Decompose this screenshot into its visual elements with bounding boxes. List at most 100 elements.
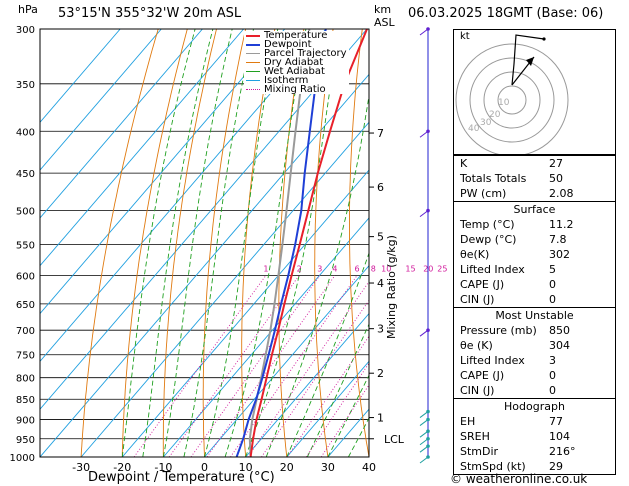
- most-unstable-title: Most Unstable: [495, 309, 574, 322]
- hodograph-end-point: [542, 37, 546, 41]
- wet-adiabat-line: [121, 29, 196, 457]
- copyright: © weatheronline.co.uk: [450, 472, 588, 486]
- wet-adiabat-line: [245, 29, 340, 457]
- km-tick-label: 1: [377, 412, 384, 425]
- mixing-ratio-line: [261, 299, 369, 457]
- pressure-tick-label: 950: [16, 435, 35, 446]
- unstable-row: θe (K) 304: [460, 339, 570, 352]
- index-row-pw: PW (cm) 2.08: [460, 187, 574, 200]
- x-axis-label: Dewpoint / Temperature (°C): [88, 470, 275, 485]
- mixing-ratio-label: 10: [381, 264, 391, 273]
- wet-adiabat-line: [204, 29, 279, 457]
- wind-barb: [419, 411, 429, 418]
- km-tick-label: 3: [377, 323, 384, 336]
- pressure-tick-label: 550: [16, 240, 35, 251]
- temperature-tick-label: -30: [72, 461, 90, 474]
- mixing-ratio-label: 6: [355, 264, 360, 273]
- mixing-ratio-label: 2: [297, 264, 302, 273]
- isotherm-line: [40, 29, 203, 219]
- wind-barb: [419, 430, 429, 438]
- mixing-ratio-line: [320, 384, 369, 457]
- wind-barb: [419, 130, 429, 138]
- hodograph-panel: kt 10 20 30 40: [453, 29, 616, 155]
- storm-motion-arrowhead: [526, 57, 534, 66]
- pressure-tick-label: 350: [16, 80, 35, 91]
- wind-barb: [419, 210, 429, 217]
- isotherm-line: [80, 121, 369, 457]
- isotherm-line: [40, 29, 368, 410]
- mixing-ratio-label: 4: [332, 264, 337, 273]
- dry-adiabat-line: [121, 29, 188, 457]
- legend-item: Dewpoint: [246, 40, 347, 50]
- dry-adiabat-line: [80, 29, 159, 457]
- hodo-ring-label: 10: [498, 98, 510, 108]
- surface-row: CIN (J) 0: [460, 293, 556, 306]
- dry-adiabat-line: [416, 29, 452, 457]
- legend-label: Parcel Trajectory: [264, 48, 347, 59]
- pressure-tick-label: 300: [16, 25, 35, 36]
- km-tick-label: 2: [377, 367, 384, 380]
- mixing-ratio-line: [247, 280, 369, 457]
- surface-section: Surface Temp (°C) 11.2 Dewp (°C) 7.8 θe(K)…: [454, 201, 615, 307]
- hodograph-plot: 10 20 30 40: [455, 34, 569, 154]
- legend-label: Wet Adiabat: [264, 66, 325, 77]
- surface-row: CAPE (J) 0: [460, 278, 556, 291]
- mixing-ratio-label: 15: [405, 264, 415, 273]
- mixing-ratio-line: [133, 275, 267, 457]
- pressure-tick-label: 900: [16, 416, 35, 427]
- temperature-tick-label: 40: [362, 461, 376, 474]
- wind-barb: [419, 419, 429, 426]
- hodo-ring-40: [455, 43, 569, 154]
- legend-swatch: [246, 53, 260, 54]
- hodo-row: EH 77: [460, 415, 563, 428]
- dewpoint-line: [235, 29, 327, 457]
- legend-label: Temperature: [264, 30, 328, 41]
- dry-adiabat-line: [278, 29, 305, 457]
- surface-title: Surface: [513, 203, 556, 216]
- wind-barb: [419, 445, 429, 453]
- legend-swatch: [246, 62, 260, 63]
- temperature-tick-label: 20: [280, 461, 294, 474]
- temperature-tick-label: 30: [321, 461, 335, 474]
- mixing-ratio-label: 25: [437, 264, 447, 273]
- pressure-tick-label: 450: [16, 169, 35, 180]
- location-title: 53°15'N 355°32'W 20m ASL: [58, 6, 242, 21]
- wind-barb: [419, 329, 429, 337]
- wet-adiabat-line: [265, 92, 369, 457]
- temperature-tick-label: 10: [239, 461, 253, 474]
- mixing-ratio-line: [230, 275, 358, 457]
- isotherm-line: [40, 29, 244, 267]
- pressure-tick-label: 800: [16, 374, 35, 385]
- km-tick-label: LCL: [384, 433, 405, 446]
- hodo-row: SREH 104: [460, 430, 570, 443]
- mixing-ratio-line: [206, 275, 336, 457]
- dry-adiabat-line: [202, 29, 247, 457]
- asl-label: ASL: [374, 16, 395, 29]
- indices-table: K 27 Totals Totals 50 PW (cm) 2.08 Surface …: [453, 155, 616, 475]
- dry-adiabat-line: [625, 29, 629, 457]
- isotherm-line: [40, 29, 162, 171]
- legend-item: Isotherm: [246, 76, 347, 86]
- pressure-tick-label: 650: [16, 300, 35, 311]
- legend-item: Wet Adiabat: [246, 66, 347, 77]
- dry-adiabat-line: [241, 29, 276, 457]
- hodo-ring-10: [497, 85, 527, 115]
- most-unstable-section: Most Unstable Pressure (mb) 850 θe (K) 304…: [454, 307, 615, 398]
- unstable-row: CIN (J) 0: [460, 384, 556, 397]
- hodo-ring-label: 30: [480, 118, 492, 128]
- pressure-tick-label: 850: [16, 395, 35, 406]
- isotherm-line: [163, 217, 369, 457]
- unstable-row: Pressure (mb) 850: [460, 324, 570, 337]
- hodograph-stats-section: Hodograph EH 77 SREH 104 StmDir 216° StmSpd…: [454, 398, 615, 474]
- isotherm-line: [40, 29, 286, 315]
- dry-adiabat-line: [162, 29, 217, 457]
- pressure-tick-label: 750: [16, 351, 35, 362]
- hodograph-trace: [511, 34, 545, 86]
- legend-item: Mixing Ratio: [246, 85, 347, 95]
- mixing-ratio-axis-label: Mixing Ratio (g/kg): [385, 235, 398, 339]
- wind-barb: [419, 28, 429, 36]
- wet-adiabat-line: [183, 29, 254, 457]
- surface-row: Lifted Index 5: [460, 263, 556, 276]
- hodo-ring-label: 40: [468, 124, 480, 134]
